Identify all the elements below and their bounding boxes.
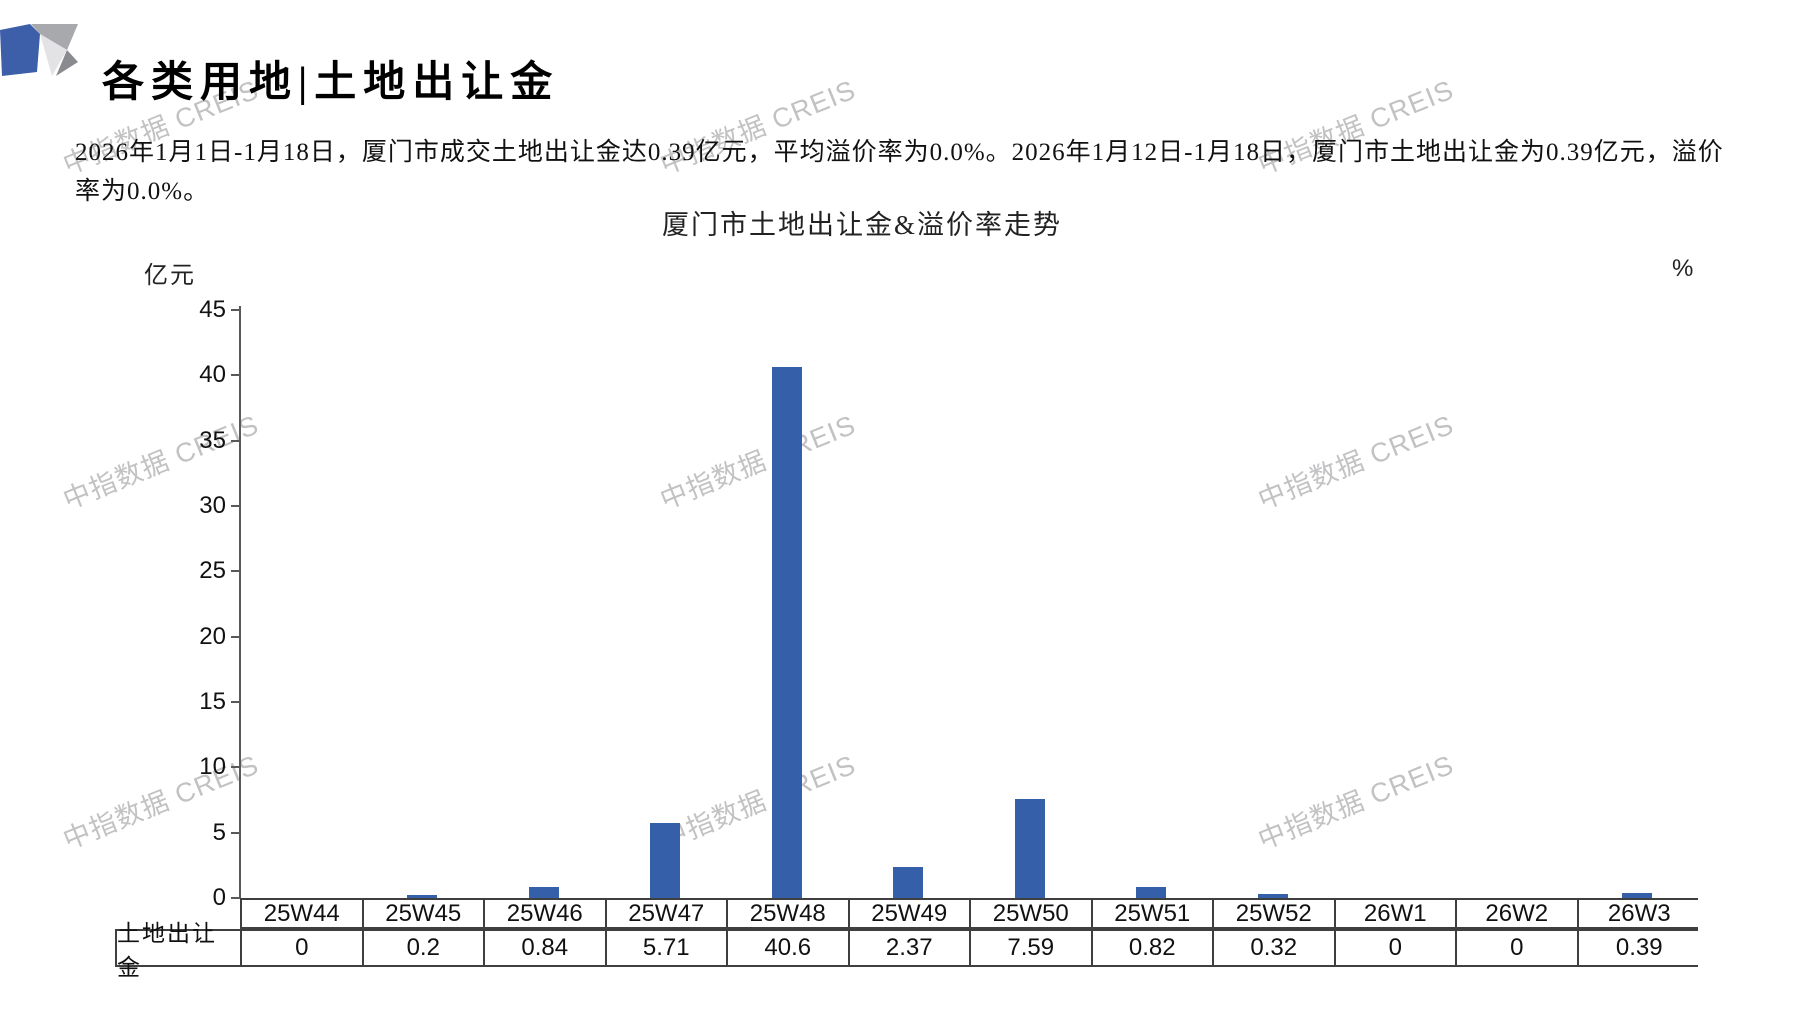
value-cell-25W50: 7.59 (971, 931, 1093, 965)
y-tick-label: 25 (199, 557, 226, 585)
y-tick-label: 0 (212, 884, 226, 911)
week-cell-25W46: 25W46 (485, 900, 607, 927)
logo-gray-mid-shape (31, 24, 78, 50)
value-cell-25W48: 40.6 (728, 931, 850, 965)
week-cell-25W45: 25W45 (363, 900, 485, 927)
value-cell-25W47: 5.71 (606, 931, 728, 965)
bar-25W52 (1258, 894, 1288, 898)
week-cell-25W48: 25W48 (728, 900, 850, 927)
y-tick-label: 15 (199, 688, 226, 715)
y-tick-mark (231, 635, 241, 638)
y-tick-label: 5 (212, 818, 226, 846)
y-tick-label: 20 (199, 622, 226, 650)
y-tick-mark (231, 701, 241, 703)
y-tick-label: 45 (199, 296, 226, 323)
bar-25W51 (1136, 887, 1166, 898)
value-cell-26W2: 0 (1457, 931, 1579, 965)
value-cell-25W45: 0.2 (363, 931, 485, 965)
week-cell-25W47: 25W47 (606, 900, 728, 927)
table-value-row: 土地出让金 0 0.2 0.84 5.71 40.6 2.37 7.59 0.82 0.32 0 0 0… (115, 921, 1700, 980)
y-tick-mark (231, 831, 241, 834)
y-tick-label: 35 (199, 426, 226, 454)
creis-logo-icon (0, 24, 78, 76)
value-cell-25W46: 0.84 (485, 931, 607, 965)
bar-25W48 (772, 367, 802, 898)
y-tick-mark (231, 309, 241, 311)
value-cell-26W3: 0.39 (1578, 931, 1700, 965)
bar-26W3 (1622, 893, 1652, 898)
logo-gray-light-shape (40, 34, 67, 76)
y-tick-label: 30 (199, 492, 226, 519)
y-tick-mark (231, 505, 241, 507)
right-axis-unit-label: % (1672, 255, 1694, 282)
bar-25W46 (529, 887, 559, 898)
summary-text: 2026年1月1日-1月18日，厦门市成交土地出让金达0.39亿元，平均溢价率为… (75, 139, 1724, 205)
left-axis-unit-label: 亿元 (144, 263, 196, 289)
logo-blue-shape (0, 24, 40, 76)
series-row-header: 土地出让金 (117, 921, 242, 980)
page-title: 各类用地|土地出让金 (102, 60, 560, 107)
value-cell-25W51: 0.82 (1092, 931, 1214, 965)
y-tick-label: 40 (199, 361, 226, 389)
chart-title: 厦门市土地出让金&溢价率走势 (661, 210, 1063, 240)
week-cell-25W44: 25W44 (242, 900, 364, 927)
value-cell-25W49: 2.37 (849, 931, 971, 965)
y-tick-mark (231, 897, 241, 899)
bar-25W49 (893, 867, 923, 898)
value-cell-26W1: 0 (1335, 931, 1457, 965)
week-cell-26W2: 26W2 (1457, 900, 1579, 927)
y-tick-mark (231, 570, 241, 573)
y-tick-mark (231, 439, 241, 442)
week-cell-26W3: 26W3 (1578, 900, 1700, 927)
y-tick-label: 10 (199, 753, 226, 781)
table-week-header-row: 25W44 25W45 25W46 25W47 25W48 25W49 25W50 25W51… (240, 898, 1700, 929)
week-cell-25W51: 25W51 (1092, 900, 1214, 927)
value-cell-25W44: 0 (242, 931, 364, 965)
week-cell-25W49: 25W49 (849, 900, 971, 927)
y-axis-line (239, 306, 241, 898)
week-cell-25W50: 25W50 (971, 900, 1093, 927)
bar-25W50 (1015, 799, 1045, 898)
logo-gray-dark-shape (56, 50, 78, 76)
week-cell-25W52: 25W52 (1214, 900, 1336, 927)
y-tick-mark (231, 766, 241, 769)
bar-25W45 (407, 895, 437, 898)
value-cell-25W52: 0.32 (1214, 931, 1336, 965)
bar-25W47 (650, 823, 680, 898)
week-cell-26W1: 26W1 (1335, 900, 1457, 927)
y-tick-mark (231, 374, 241, 377)
